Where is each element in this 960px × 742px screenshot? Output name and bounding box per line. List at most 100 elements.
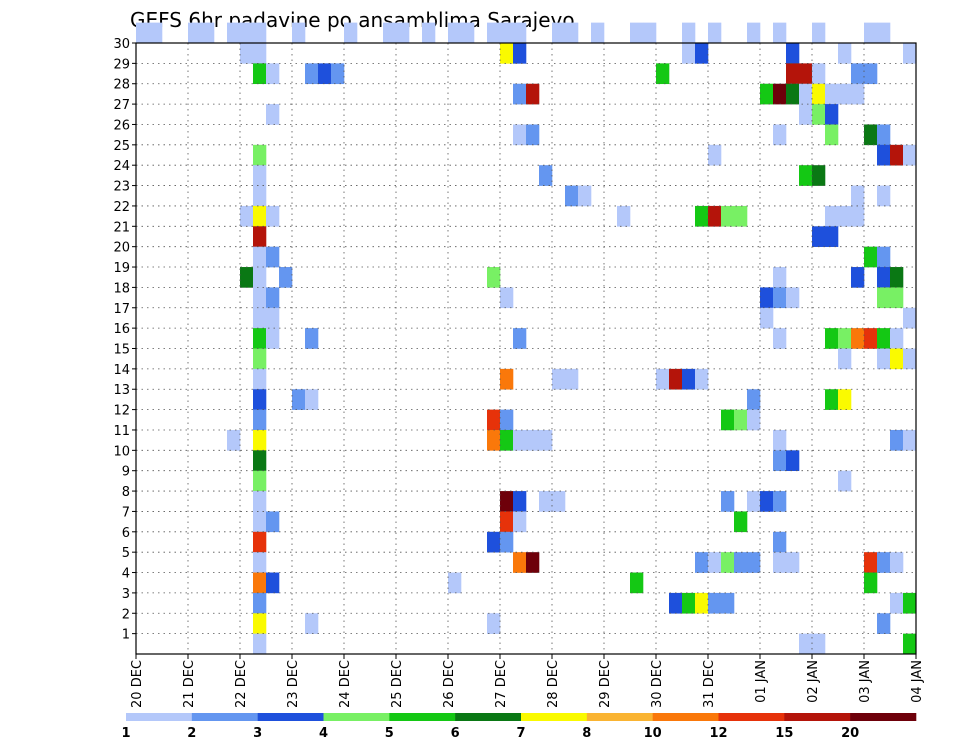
precip-cell — [253, 267, 267, 288]
precip-cell — [266, 287, 280, 309]
precip-cell — [708, 144, 722, 166]
precip-cell — [292, 389, 306, 410]
precip-cell — [266, 307, 280, 329]
precip-cell — [812, 83, 826, 105]
precip-cell — [786, 287, 800, 309]
precip-cell — [708, 552, 722, 573]
precip-cell — [747, 409, 761, 431]
precip-cell — [266, 328, 280, 349]
precip-cell — [253, 226, 267, 247]
precip-cell — [578, 185, 592, 207]
colorbar-label: 5 — [385, 726, 394, 741]
precip-cell — [487, 531, 501, 553]
precip-cell — [487, 409, 501, 431]
colorbar-swatch — [257, 713, 324, 721]
precip-cell — [812, 226, 826, 247]
y-tick-label: 24 — [113, 159, 130, 174]
precip-cell — [253, 368, 267, 390]
precip-cell — [279, 267, 293, 288]
x-tick-label: 20 DEC — [130, 660, 145, 708]
precip-cell — [656, 63, 670, 85]
precip-cell — [825, 205, 839, 227]
y-tick-label: 1 — [122, 628, 130, 643]
y-tick-label: 4 — [122, 567, 130, 582]
precip-cell — [773, 531, 787, 553]
precip-cell — [825, 124, 839, 146]
precip-cell — [890, 144, 904, 166]
y-tick-label: 29 — [113, 57, 130, 72]
precip-cell — [682, 368, 696, 390]
colorbar-label: 15 — [775, 726, 793, 741]
precip-cell — [292, 22, 306, 44]
x-tick-label: 04 JAN — [910, 660, 925, 703]
precip-cell — [825, 226, 839, 247]
y-tick-label: 12 — [113, 404, 130, 419]
precip-cell — [825, 328, 839, 349]
precip-cell — [734, 409, 748, 431]
y-tick-label: 8 — [122, 485, 130, 500]
precip-cell — [864, 328, 878, 349]
precip-cell — [188, 22, 202, 44]
colorbar-label: 12 — [709, 726, 727, 741]
precip-cell — [903, 144, 917, 166]
precip-cell — [253, 328, 267, 349]
y-tick-label: 16 — [113, 322, 130, 337]
precip-cell — [747, 22, 761, 44]
y-tick-label: 17 — [113, 302, 130, 317]
precip-cell — [799, 63, 813, 85]
precip-cell — [318, 63, 332, 85]
precip-cell — [708, 592, 722, 614]
precip-cell — [500, 491, 514, 512]
precip-cell — [266, 246, 280, 268]
precip-cell — [487, 613, 501, 634]
precip-cell — [682, 592, 696, 614]
precip-cell — [695, 205, 709, 227]
precip-cell — [253, 491, 267, 512]
precip-cell — [877, 246, 891, 268]
precip-cell — [773, 328, 787, 349]
precip-cell — [240, 267, 254, 288]
precip-cell — [383, 22, 397, 44]
precip-cell — [695, 368, 709, 390]
axes: 1234567891011121314151617181920212223242… — [113, 37, 925, 708]
precip-cell — [877, 124, 891, 146]
precip-cell — [721, 409, 735, 431]
precip-cell — [825, 389, 839, 410]
precip-cell — [266, 205, 280, 227]
precip-cell — [799, 83, 813, 105]
precip-cell — [773, 491, 787, 512]
colorbar-swatch — [850, 713, 917, 721]
y-tick-label: 21 — [113, 220, 130, 235]
precip-cell — [253, 429, 267, 451]
precip-cell — [227, 22, 241, 44]
y-tick-label: 13 — [113, 383, 130, 398]
precip-cell — [253, 185, 267, 207]
precip-cell — [305, 389, 319, 410]
precip-cell — [877, 613, 891, 634]
precip-cell — [253, 592, 267, 614]
y-tick-label: 23 — [113, 180, 130, 195]
precip-cell — [227, 429, 241, 451]
y-tick-label: 2 — [122, 607, 130, 622]
precip-cell — [513, 552, 527, 573]
precip-cell — [903, 43, 917, 64]
colorbar-label: 3 — [253, 726, 262, 741]
precip-cell — [513, 43, 527, 64]
precip-cell — [877, 267, 891, 288]
precip-cell — [903, 633, 917, 655]
precip-cell — [877, 22, 891, 44]
precip-cell — [890, 267, 904, 288]
precip-cell — [786, 63, 800, 85]
precip-cell — [799, 633, 813, 655]
y-tick-label: 11 — [113, 424, 130, 439]
precip-cell — [864, 22, 878, 44]
precip-cell — [851, 83, 865, 105]
precip-cell — [500, 429, 514, 451]
precip-cell — [786, 83, 800, 105]
colorbar-swatch — [389, 713, 456, 721]
x-tick-label: 27 DEC — [494, 660, 509, 708]
y-tick-label: 3 — [122, 587, 130, 602]
precip-cell — [682, 43, 696, 64]
precip-cell — [747, 552, 761, 573]
precip-cell — [253, 450, 267, 471]
